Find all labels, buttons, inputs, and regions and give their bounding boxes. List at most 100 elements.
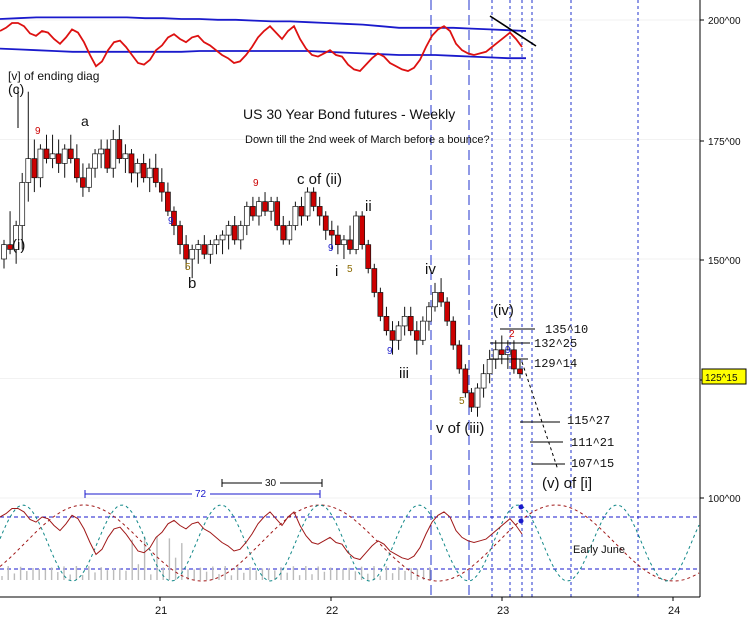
count-label: 9	[168, 216, 174, 227]
candle-body	[413, 330, 420, 341]
price-target-labels: 135^10 132^25 129^14 115^27 111^21 107^1…	[534, 323, 614, 471]
cycle-oscillator-line	[0, 508, 523, 561]
candle-body	[383, 316, 390, 332]
top-oscillator	[0, 15, 537, 73]
candle-body	[492, 349, 499, 360]
wave-labels: [v] of ending diag (c) a (i) b c of (ii)…	[8, 69, 592, 492]
candle-body	[474, 387, 481, 408]
candle-body	[274, 201, 281, 226]
candle-body	[25, 158, 32, 183]
candle-body	[73, 158, 80, 179]
wave-label: b	[188, 275, 196, 292]
candle-body	[468, 392, 475, 408]
candle-body	[1, 244, 7, 260]
count-label: 9	[387, 346, 393, 357]
price-target-lines	[17, 88, 565, 471]
y-tick-label: 150^00	[708, 256, 741, 267]
wave-label: iii	[399, 365, 409, 382]
count-label: 9	[505, 345, 511, 356]
candle-body	[201, 244, 208, 255]
candle-body	[225, 225, 232, 236]
candle-body	[86, 167, 92, 188]
chart-title: US 30 Year Bond futures - Weekly	[243, 106, 455, 122]
candle-body	[310, 191, 317, 207]
candle-body	[19, 182, 26, 226]
count-label: 9	[253, 178, 259, 189]
candle-body	[80, 177, 86, 188]
last-price-label: 125^15	[705, 373, 738, 384]
candle-body	[486, 359, 493, 375]
wave-label: (c)	[8, 81, 24, 97]
cycle-label: 72	[195, 489, 207, 500]
upper-band-line	[0, 16, 527, 32]
y-tick-label: 100^00	[708, 494, 741, 505]
candle-body	[420, 320, 426, 341]
candle-body	[438, 292, 444, 303]
marker-dot	[518, 518, 524, 524]
x-tick-label: 23	[497, 605, 509, 617]
candle-body	[262, 201, 268, 212]
candle-body	[207, 244, 214, 255]
wave-label: [v] of ending diag	[8, 69, 99, 83]
candle-body	[426, 306, 432, 322]
candles	[1, 91, 523, 417]
candle-body	[61, 148, 68, 164]
candle-body	[152, 167, 159, 183]
count-label: 2	[509, 329, 515, 340]
candle-body	[407, 316, 414, 332]
early-june-note: Early June	[573, 544, 625, 556]
candle-body	[140, 163, 147, 179]
x-tick-label: 24	[668, 605, 680, 617]
candle-body	[189, 249, 196, 260]
candle-body	[134, 163, 141, 174]
candle-body	[316, 206, 323, 217]
candle-body	[165, 191, 171, 212]
candle-body	[335, 234, 341, 246]
oscillator-trendline	[489, 15, 537, 47]
candle-body	[322, 215, 329, 231]
y-tick-label: 175^00	[708, 137, 741, 148]
candle-body	[55, 153, 62, 164]
candle-body	[37, 148, 44, 179]
candle-body	[280, 225, 287, 241]
candle-body	[498, 349, 505, 355]
candle-body	[67, 148, 74, 159]
candle-body	[98, 148, 104, 155]
y-tick-labels: 200^00 175^00 150^00 125^00 100^00	[708, 16, 741, 505]
candle-body	[158, 182, 165, 193]
candle-body	[286, 225, 293, 241]
candle-body	[359, 215, 366, 246]
candle-body	[171, 210, 177, 226]
projection-line	[521, 361, 559, 471]
cycle-30-marker: 30	[221, 477, 323, 489]
candle-body	[177, 225, 183, 246]
candle-body	[195, 244, 202, 250]
candle-body	[7, 244, 13, 250]
candle-body	[250, 206, 256, 217]
y-tick-label: 200^00	[708, 16, 741, 27]
candle-body	[444, 301, 451, 322]
long-cycle-wave	[0, 504, 700, 582]
candle-body	[219, 234, 226, 241]
candle-body	[213, 239, 220, 246]
x-tick-label: 22	[326, 605, 338, 617]
candle-body	[110, 139, 117, 169]
candle-body	[237, 225, 244, 241]
price-target-label: 107^15	[571, 457, 614, 471]
candle-body	[401, 316, 408, 327]
candle-body	[31, 158, 38, 179]
candle-body	[353, 215, 359, 250]
candle-body	[341, 239, 347, 246]
wave-label: iv	[425, 261, 436, 278]
price-target-label: 129^14	[534, 357, 577, 371]
candle-body	[432, 292, 438, 308]
wave-label: c of (ii)	[297, 171, 342, 188]
wave-label: v of (iii)	[436, 420, 484, 437]
candle-body	[256, 201, 262, 217]
candle-body	[517, 368, 523, 375]
wave-label: a	[81, 113, 89, 129]
candle-body	[243, 206, 250, 226]
cycle-label: 30	[265, 478, 277, 489]
bottom-oscillator	[0, 504, 700, 582]
candle-body	[43, 148, 50, 159]
